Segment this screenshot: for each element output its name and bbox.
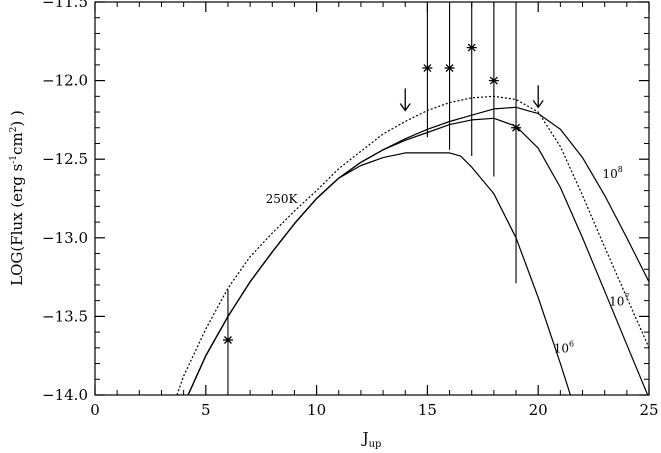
y-axis-title-sup1: -1 <box>9 155 19 164</box>
x-tick-label: 25 <box>639 401 658 419</box>
upper-limits <box>399 85 544 112</box>
series-line <box>187 152 572 395</box>
y-tick-label: −13.0 <box>42 229 88 247</box>
y-tick-label: −14.0 <box>42 386 88 404</box>
data-point <box>444 64 455 72</box>
upper-limit-arrow <box>399 88 411 112</box>
curve-label: 107 <box>609 292 629 308</box>
curve-label-main: 10 <box>609 294 624 308</box>
curve-label-sup: 8 <box>618 165 623 174</box>
data-point <box>422 64 433 72</box>
x-tick-label: 15 <box>418 401 437 419</box>
series-line <box>187 106 649 395</box>
y-tick-label: −11.5 <box>42 0 88 11</box>
data-point <box>466 43 477 52</box>
model-curves <box>176 95 649 395</box>
tick-labels: 0 5 10 15 20 25 −14.0 −13.5 −13.0 −12.5 −12.0 −11.5 <box>42 0 659 419</box>
observations <box>222 2 522 395</box>
curve-label: 106 <box>554 340 574 356</box>
y-tick-label: −12.0 <box>42 72 88 90</box>
series-line <box>187 117 649 395</box>
x-tick-label: 0 <box>90 401 100 419</box>
y-axis-title: LOG(Flux (erg s-1cm2) ) <box>8 110 26 286</box>
curve-label: 108 <box>602 165 622 181</box>
y-tick-label: −13.5 <box>42 307 88 325</box>
x-tick-label: 5 <box>201 401 211 419</box>
curve-label: 250K <box>266 192 299 206</box>
y-axis-title-main: LOG(Flux (erg s <box>8 164 26 286</box>
data-point <box>488 76 499 85</box>
x-tick-label: 20 <box>529 401 548 419</box>
x-axis-title-main: J <box>361 429 369 447</box>
curve-label-main: 250K <box>266 192 299 206</box>
x-axis-title: Jup <box>361 429 382 450</box>
plot-frame <box>94 1 650 396</box>
data-point <box>222 336 233 344</box>
curve-label-main: 10 <box>554 342 569 356</box>
y-axis-title-mid: cm <box>8 132 26 155</box>
y-axis-title-sup2: 2 <box>9 127 19 133</box>
y-tick-label: −12.5 <box>42 150 88 168</box>
curve-label-sup: 7 <box>624 292 629 301</box>
x-axis-title-sub: up <box>369 439 382 450</box>
upper-limit-arrow <box>532 85 544 109</box>
x-tick-label: 10 <box>307 401 326 419</box>
axis-ticks <box>94 1 650 396</box>
series-line <box>176 95 649 395</box>
y-axis-title-end: ) ) <box>8 110 26 126</box>
curve-label-main: 10 <box>602 167 617 181</box>
data-point <box>511 123 522 132</box>
curve-label-sup: 6 <box>569 340 574 349</box>
